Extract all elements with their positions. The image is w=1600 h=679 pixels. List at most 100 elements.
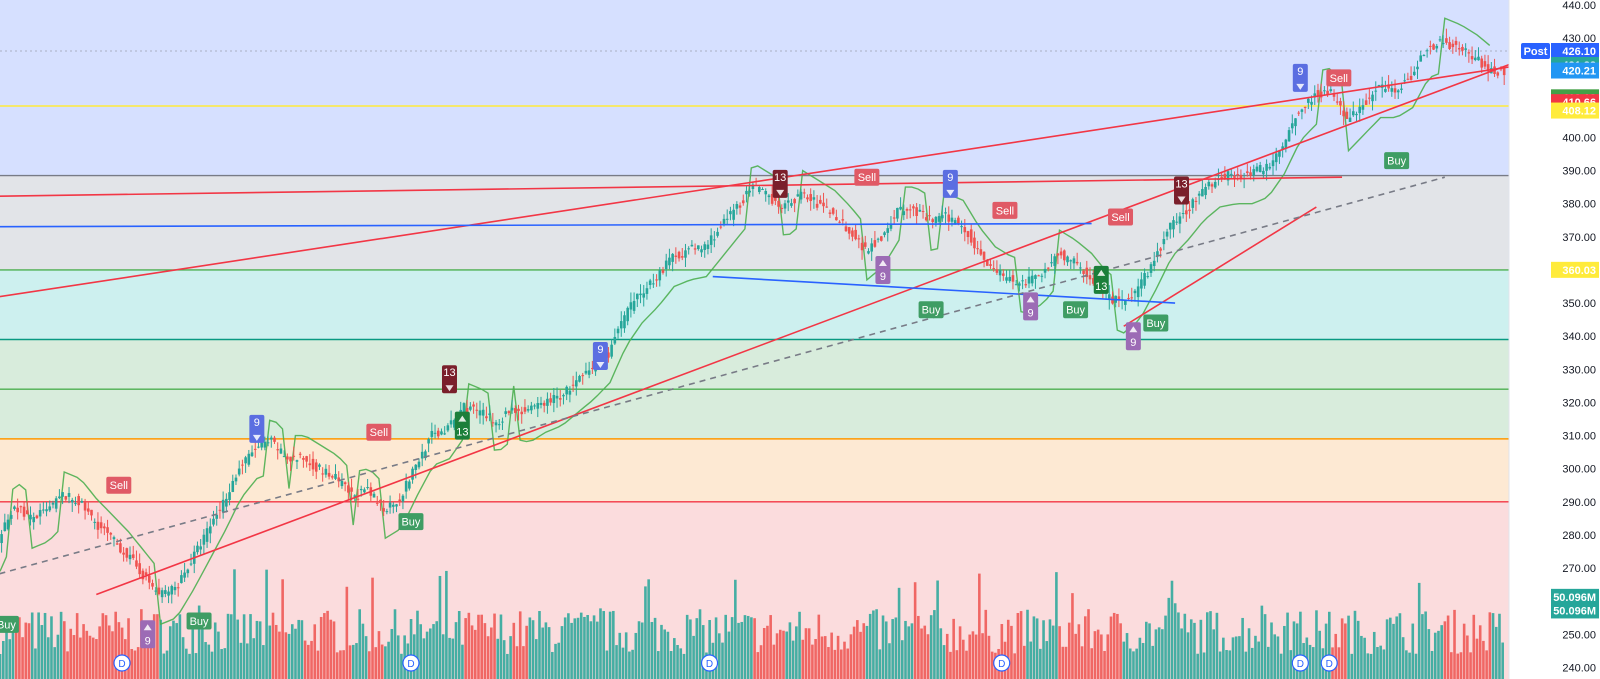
- candle-body: [1294, 118, 1297, 127]
- volume-bar: [34, 648, 37, 679]
- dividend-icon: [1320, 654, 1338, 672]
- volume-bar: [579, 612, 583, 679]
- volume-bar: [1209, 611, 1212, 679]
- candle-body: [359, 488, 363, 491]
- volume-bar: [146, 633, 150, 679]
- volume-bar: [287, 633, 291, 679]
- candle-body: [404, 480, 408, 492]
- candle-body: [584, 370, 588, 374]
- volume-bar: [1112, 612, 1116, 679]
- candle-body: [867, 251, 870, 254]
- price-tag-label: 50.096M: [1553, 592, 1596, 604]
- candle-body: [67, 492, 71, 497]
- candle-body: [985, 259, 989, 266]
- volume-bar: [136, 647, 140, 679]
- candle-body: [658, 270, 662, 281]
- volume-bar: [1360, 635, 1363, 679]
- sell-signal: Sell: [106, 476, 132, 494]
- candle-body: [1197, 193, 1201, 196]
- volume-bar: [1350, 653, 1354, 679]
- candle-body: [1348, 117, 1352, 123]
- volume-bar: [538, 611, 541, 679]
- volume-bar: [1328, 611, 1331, 679]
- volume-bar: [563, 617, 567, 679]
- volume-bar: [759, 645, 763, 679]
- volume-bar: [1295, 623, 1299, 679]
- candle-body: [302, 457, 305, 460]
- volume-bar: [496, 638, 500, 679]
- candle-body: [709, 235, 713, 245]
- candle-body: [337, 477, 341, 482]
- candle-body: [645, 288, 649, 294]
- candle-body: [507, 411, 511, 414]
- volume-bar: [1353, 610, 1357, 679]
- candle-body: [497, 424, 501, 426]
- candle-body: [539, 402, 543, 405]
- candle-body: [1284, 139, 1288, 149]
- volume-bar: [1347, 615, 1350, 679]
- volume-bar: [1039, 648, 1042, 679]
- candle-body: [501, 421, 504, 423]
- volume-bar: [1212, 629, 1216, 679]
- candle-body: [1223, 173, 1227, 179]
- volume-bar: [939, 628, 943, 679]
- candle-body: [1470, 56, 1474, 60]
- volume-bar: [1433, 632, 1437, 679]
- volume-bar: [1453, 609, 1456, 679]
- volume-bar: [1151, 645, 1155, 679]
- candle-body: [899, 206, 902, 210]
- volume-bar: [387, 641, 390, 679]
- volume-bar: [952, 618, 955, 679]
- volume-bar: [955, 650, 959, 679]
- volume-bar: [557, 642, 561, 679]
- candle-body: [141, 570, 145, 580]
- sell-signal: Sell: [1326, 69, 1352, 87]
- candle-body: [687, 248, 690, 250]
- volume-bar: [368, 651, 371, 679]
- volume-bar: [1019, 611, 1023, 679]
- volume-bar: [608, 611, 612, 679]
- volume-bar: [1472, 614, 1476, 679]
- volume-bar: [1315, 610, 1318, 679]
- volume-bar: [698, 609, 702, 679]
- dividend-label: D: [407, 659, 414, 670]
- candle-body: [1271, 160, 1275, 167]
- sell-signal-badge: [1326, 69, 1352, 87]
- volume-bar: [673, 638, 676, 679]
- volume-bar: [348, 645, 352, 679]
- dividend-label: D: [998, 659, 1005, 670]
- candle-body: [286, 456, 289, 460]
- candle-body: [575, 380, 578, 387]
- candle-body: [295, 460, 299, 462]
- volume-bar: [1279, 653, 1283, 679]
- volume-bar: [987, 635, 991, 679]
- candle-body: [1249, 172, 1252, 176]
- candle-body: [1059, 251, 1063, 256]
- candle-body: [973, 237, 976, 249]
- volume-bar: [772, 644, 776, 679]
- candle-body: [298, 453, 302, 455]
- volume-bar: [583, 616, 586, 679]
- volume-bar: [727, 631, 731, 679]
- candle-body: [1175, 221, 1178, 223]
- volume-bar: [1485, 650, 1488, 679]
- volume-bar: [1087, 609, 1090, 679]
- candle-body: [1050, 262, 1053, 264]
- candle-body: [642, 293, 646, 298]
- candle-body: [1268, 166, 1272, 169]
- count-marker-label: 9: [1130, 337, 1136, 349]
- candle-body: [713, 239, 716, 241]
- candle-body: [154, 590, 158, 592]
- candle-body: [115, 543, 119, 545]
- candle-body: [815, 203, 819, 208]
- candle-body: [38, 510, 42, 517]
- candle-body: [488, 413, 491, 415]
- zone-bands: [0, 0, 1509, 679]
- volume-bar: [929, 615, 933, 679]
- volume-bar: [14, 623, 18, 679]
- volume-bar: [589, 621, 593, 679]
- candle-body: [16, 507, 19, 513]
- candle-body: [822, 202, 825, 207]
- volume-bar: [721, 642, 724, 679]
